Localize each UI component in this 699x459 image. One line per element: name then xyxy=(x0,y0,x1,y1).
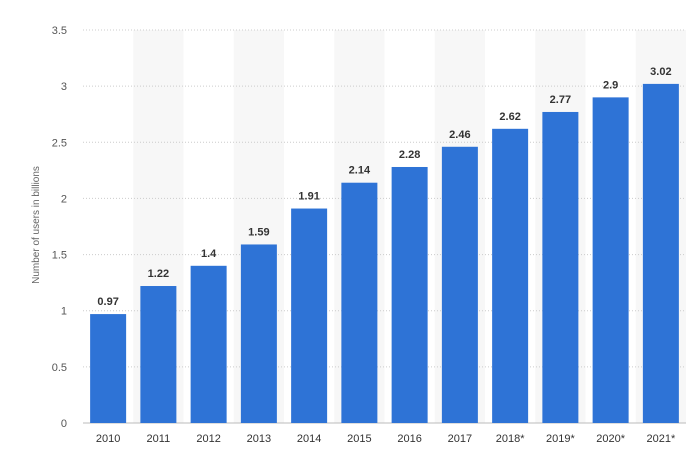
x-tick-label: 2016 xyxy=(397,433,421,445)
bar-2012 xyxy=(190,265,227,423)
bar-2013 xyxy=(240,244,277,423)
bar-2010 xyxy=(90,314,127,423)
x-tick-label: 2011 xyxy=(147,433,171,445)
x-tick-label: 2020* xyxy=(596,433,625,445)
y-tick-label: 1 xyxy=(61,306,67,318)
x-tick-label: 2010 xyxy=(96,433,120,445)
bar-2019-proj xyxy=(542,111,579,424)
data-label: 2.77 xyxy=(550,94,571,106)
bar-2016 xyxy=(391,166,428,423)
data-label: 2.9 xyxy=(603,79,618,91)
bar-2011 xyxy=(140,286,177,423)
bar-2017 xyxy=(441,146,478,423)
y-tick-label: 0.5 xyxy=(52,362,67,374)
y-tick-label: 3.5 xyxy=(52,25,67,37)
bar-2020-proj xyxy=(592,97,629,423)
y-tick-label: 2 xyxy=(61,193,67,205)
data-label: 2.14 xyxy=(349,165,371,177)
x-tick-label: 2013 xyxy=(247,433,271,445)
data-label: 1.59 xyxy=(248,226,269,238)
x-tick-label: 2021* xyxy=(646,433,675,445)
x-tick-label: 2017 xyxy=(448,433,472,445)
bar-2018-proj xyxy=(492,128,529,423)
data-label: 1.22 xyxy=(148,268,169,280)
bars xyxy=(90,83,679,424)
y-axis-title: Number of users in billions xyxy=(31,166,42,284)
data-label: 2.46 xyxy=(449,129,470,141)
y-tick-label: 3 xyxy=(61,81,67,93)
y-tick-label: 1.5 xyxy=(52,250,67,262)
x-tick-label: 2018* xyxy=(496,433,525,445)
data-label: 2.28 xyxy=(399,149,420,161)
y-tick-label: 2.5 xyxy=(52,137,67,149)
data-label: 1.91 xyxy=(298,191,319,203)
x-tick-label: 2019* xyxy=(546,433,575,445)
y-tick-label: 0 xyxy=(61,418,67,430)
bar-2014 xyxy=(291,208,328,423)
bar-2015 xyxy=(341,182,378,423)
bar-2021-proj xyxy=(642,83,679,423)
y-axis-ticks: 0 0.5 1 1.5 2 2.5 3 3.5 xyxy=(52,25,67,430)
data-label: 1.4 xyxy=(201,248,217,260)
gridlines xyxy=(83,29,686,424)
data-label: 2.62 xyxy=(499,111,520,123)
x-axis-ticks: 2010 2011 2012 2013 2014 2015 2016 2017 2018* 201… xyxy=(96,433,676,445)
x-tick-label: 2012 xyxy=(196,433,220,445)
data-labels: 0.97 1.22 1.4 1.59 1.91 2.14 2.28 2.46 2.62 2.77 2… xyxy=(97,66,671,308)
data-label: 0.97 xyxy=(97,296,118,308)
data-label: 3.02 xyxy=(650,66,671,78)
x-tick-label: 2015 xyxy=(347,433,371,445)
x-tick-label: 2014 xyxy=(297,433,321,445)
